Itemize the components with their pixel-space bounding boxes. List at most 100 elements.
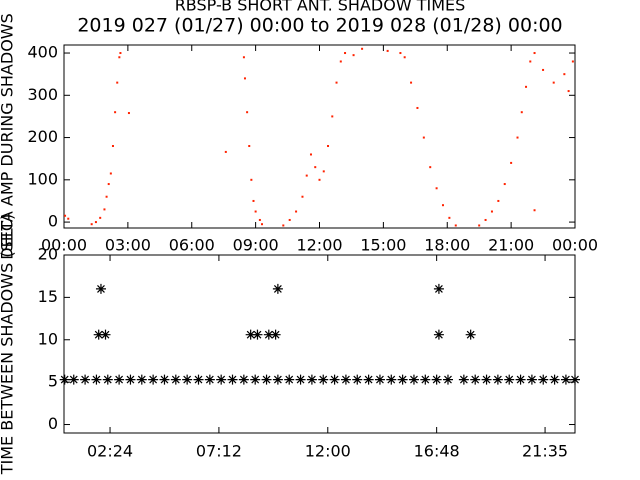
dot-point — [416, 106, 419, 109]
x-tick-label: 07:12 — [196, 442, 242, 461]
dot-point — [435, 187, 438, 190]
asterisk-point — [148, 374, 159, 385]
dot-point — [288, 218, 291, 221]
asterisk-point — [227, 374, 238, 385]
dot-point — [542, 68, 545, 71]
y-tick-label: 15 — [38, 287, 58, 306]
y-tick-label: 20 — [38, 245, 58, 264]
plot-frame — [63, 254, 576, 434]
asterisk-point — [538, 374, 549, 385]
x-tick-label: 03:00 — [105, 236, 151, 255]
x-tick-label: 18:00 — [424, 236, 470, 255]
asterisk-point — [481, 374, 492, 385]
asterisk-point — [420, 374, 431, 385]
asterisk-point — [100, 329, 111, 340]
dot-point — [305, 174, 308, 177]
dot-point — [454, 224, 457, 227]
asterisk-point — [272, 374, 283, 385]
x-tick-label: 21:00 — [488, 236, 534, 255]
dot-point — [282, 224, 285, 227]
asterisk-point — [216, 374, 227, 385]
asterisk-point — [102, 374, 113, 385]
y-tick-label: 5 — [48, 372, 58, 391]
x-tick-label: 16:48 — [414, 442, 460, 461]
dot-point — [327, 145, 330, 148]
asterisk-point — [284, 374, 295, 385]
dot-point — [99, 216, 102, 219]
dot-point — [478, 224, 481, 227]
asterisk-point — [470, 374, 481, 385]
dot-point — [246, 111, 249, 114]
y-tick-label: 200 — [27, 127, 58, 146]
asterisk-point — [125, 374, 136, 385]
dot-point — [422, 136, 425, 139]
asterisk-point — [272, 283, 283, 294]
asterisk-point — [318, 374, 329, 385]
dot-point — [429, 166, 432, 169]
dot-point — [516, 136, 519, 139]
dot-point — [254, 210, 257, 213]
asterisk-point — [114, 374, 125, 385]
asterisk-point — [374, 374, 385, 385]
dot-point — [403, 56, 406, 59]
asterisk-point — [270, 329, 281, 340]
y-axis-label: TIME BETWEEN SHADOWS (SEC) — [0, 214, 17, 475]
asterisk-point — [504, 374, 515, 385]
asterisk-point — [193, 374, 204, 385]
asterisk-point — [570, 374, 580, 385]
asterisk-point — [204, 374, 215, 385]
x-tick-label: 12:00 — [296, 236, 342, 255]
dot-point — [252, 199, 255, 202]
dot-point — [127, 112, 130, 115]
dot-point — [295, 210, 298, 213]
dot-point — [503, 183, 506, 186]
dot-point — [361, 47, 364, 50]
asterisk-point — [263, 329, 274, 340]
dot-point — [318, 178, 321, 181]
x-tick-label: 15:00 — [360, 236, 406, 255]
asterisk-point — [433, 283, 444, 294]
asterisk-point — [492, 374, 503, 385]
asterisk-point — [238, 374, 249, 385]
asterisk-point — [397, 374, 408, 385]
dot-point — [563, 73, 566, 76]
dot-point — [533, 52, 536, 55]
dot-point — [399, 52, 402, 55]
dot-point — [309, 153, 312, 156]
dot-point — [552, 81, 555, 84]
dot-point — [533, 209, 536, 212]
dot-point — [301, 195, 304, 198]
asterisk-point — [458, 374, 469, 385]
asterisk-point — [386, 374, 397, 385]
chart-subtitle: 2019 027 (01/27) 00:00 to 2019 028 (01/2… — [77, 15, 562, 37]
dot-point — [119, 52, 122, 55]
dot-point — [448, 216, 451, 219]
dot-point — [109, 172, 112, 175]
dot-point — [344, 52, 347, 55]
dot-point — [250, 178, 253, 181]
asterisk-point — [95, 283, 106, 294]
dot-point — [352, 54, 355, 57]
dot-point — [258, 218, 261, 221]
asterisk-point — [93, 329, 104, 340]
asterisk-point — [560, 374, 571, 385]
x-tick-label: 21:35 — [522, 442, 568, 461]
dot-point — [335, 81, 338, 84]
dot-point — [118, 56, 121, 59]
dot-point — [243, 77, 246, 80]
dot-point — [410, 81, 413, 84]
dot-point — [314, 166, 317, 169]
dot-point — [111, 145, 114, 148]
dot-point — [107, 183, 110, 186]
asterisk-point — [182, 374, 193, 385]
dot-point — [116, 81, 119, 84]
asterisk-point — [431, 374, 442, 385]
y-tick-label: 0 — [48, 212, 58, 231]
chart-title: RBSP-B SHORT ANT. SHADOW TIMES — [175, 0, 466, 15]
asterisk-point — [352, 374, 363, 385]
y-tick-label: 400 — [27, 43, 58, 62]
asterisk-point — [340, 374, 351, 385]
asterisk-point — [159, 374, 170, 385]
y-tick-label: 10 — [38, 329, 58, 348]
